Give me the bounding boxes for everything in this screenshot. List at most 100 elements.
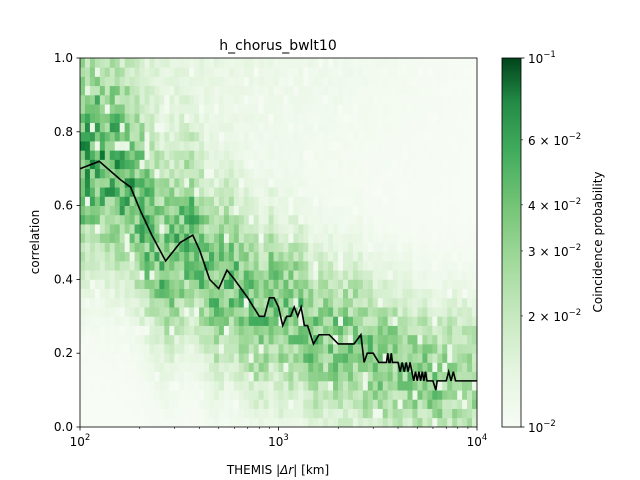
heatmap-cell [382,334,389,345]
heatmap-cell [323,141,329,151]
heatmap-cell [129,316,135,326]
heatmap-cell [223,214,230,225]
heatmap-cell [80,214,86,225]
heatmap-cell [308,279,314,290]
heatmap-cell [397,159,403,170]
heatmap-cell [377,233,384,243]
heatmap-cell [427,58,433,68]
heatmap-cell [293,408,299,419]
heatmap-cell [119,150,126,160]
heatmap-cell [104,67,111,77]
heatmap-cell [402,187,408,197]
heatmap-cell [213,159,220,170]
heatmap-cell [169,76,175,87]
heatmap-cell [278,104,284,114]
heatmap-cell [402,122,408,133]
heatmap-cell [283,251,289,262]
heatmap-cell [328,113,334,123]
heatmap-cell [357,390,364,400]
heatmap-cell [218,399,225,409]
heatmap-cell [323,307,329,317]
heatmap-cell [159,251,165,262]
heatmap-cell [333,316,339,326]
heatmap-cell [407,390,413,400]
heatmap-cell [338,242,344,253]
heatmap-cell [462,371,468,382]
heatmap-cell [238,76,245,87]
heatmap-cell [169,399,175,409]
heatmap-cell [462,270,468,280]
heatmap-cell [114,390,121,400]
heatmap-cell [293,251,299,262]
heatmap-cell [159,307,165,317]
heatmap-cell [84,131,91,142]
heatmap-cell [213,288,220,299]
heatmap-cell [407,150,413,160]
heatmap-cell [412,390,418,400]
heatmap-cell [109,224,116,234]
heatmap-cell [313,279,319,290]
heatmap-cell [442,242,448,253]
heatmap-cell [263,353,269,363]
heatmap-cell [437,94,443,105]
heatmap-cell [293,343,299,354]
heatmap-cell [184,390,190,400]
heatmap-cell [154,104,160,114]
heatmap-cell [209,297,215,308]
heatmap-cell [343,94,349,105]
heatmap-cell [357,260,364,271]
heatmap-cell [313,159,319,170]
heatmap-cell [417,94,423,105]
heatmap-cell [238,297,245,308]
heatmap-cell [412,196,418,206]
heatmap-cell [347,270,354,280]
heatmap-cell [457,168,463,179]
heatmap-cell [124,233,131,243]
heatmap-cell [248,76,255,87]
heatmap-cell [124,76,131,87]
heatmap-cell [139,288,145,299]
heatmap-cell [462,150,468,160]
heatmap-cell [417,380,423,391]
heatmap-cell [159,325,165,336]
heatmap-cell [144,260,150,271]
heatmap-cell [308,113,314,123]
heatmap-cell [313,371,319,382]
heatmap-cell [313,131,319,142]
heatmap-cell [417,390,423,400]
heatmap-cell [89,279,96,290]
heatmap-cell [288,224,294,234]
heatmap-cell [204,131,210,142]
heatmap-cell [382,131,389,142]
heatmap-cell [228,353,235,363]
heatmap-cell [412,362,418,373]
heatmap-cell [199,150,205,160]
heatmap-cell [209,334,215,345]
heatmap-cell [238,362,245,373]
heatmap-cell [129,297,135,308]
heatmap-cell [104,251,111,262]
heatmap-cell [159,334,165,345]
heatmap-cell [352,316,359,326]
heatmap-cell [139,205,145,216]
heatmap-cell [149,242,155,253]
heatmap-cell [104,205,111,216]
heatmap-cell [89,399,96,409]
heatmap-cell [248,159,255,170]
heatmap-cell [392,76,398,87]
heatmap-cell [323,334,329,345]
heatmap-cell [218,94,225,105]
heatmap-cell [283,76,289,87]
heatmap-cell [114,279,121,290]
heatmap-cell [238,94,245,105]
heatmap-cell [209,159,215,170]
heatmap-cell [184,159,190,170]
heatmap-cell [442,307,448,317]
heatmap-cell [427,67,433,77]
heatmap-cell [114,270,121,280]
heatmap-cell [213,67,220,77]
heatmap-cell [233,76,240,87]
heatmap-cell [109,214,116,225]
heatmap-cell [328,353,334,363]
heatmap-cell [258,141,265,151]
